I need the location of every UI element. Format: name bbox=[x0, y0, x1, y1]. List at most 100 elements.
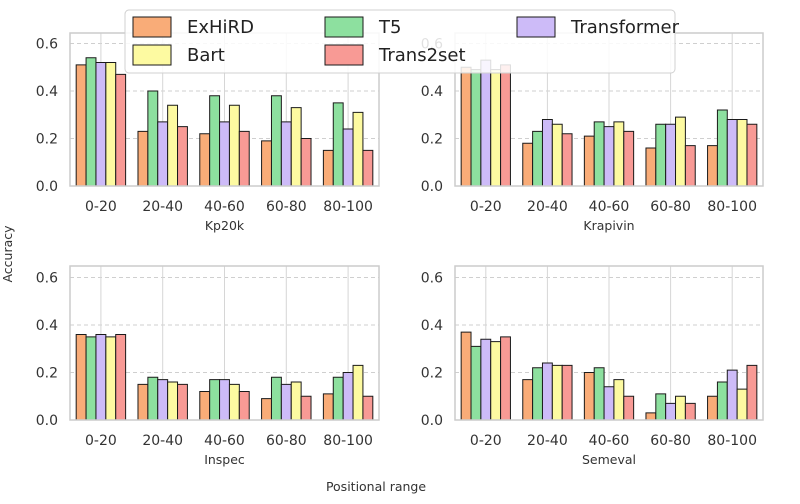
bar bbox=[280, 383, 292, 421]
subplot-title: Kp20k bbox=[205, 218, 245, 233]
legend-swatch bbox=[324, 44, 364, 66]
bar bbox=[115, 73, 127, 187]
y-tick-label: 0.0 bbox=[36, 413, 58, 429]
legend-label: Trans2set bbox=[378, 45, 466, 66]
legend-label: Bart bbox=[187, 45, 225, 66]
bar bbox=[746, 364, 758, 421]
y-tick-label: 0.4 bbox=[36, 318, 58, 334]
bar bbox=[613, 379, 625, 421]
y-tick-label: 0.4 bbox=[421, 84, 443, 100]
bar bbox=[480, 338, 492, 421]
y-tick-label: 0.2 bbox=[36, 132, 58, 148]
subplot-title: Krapivin bbox=[583, 218, 634, 233]
bar bbox=[95, 62, 107, 187]
legend-label: T5 bbox=[378, 17, 401, 38]
subplot-kp20k: 0.0 0.2 0.4 0.6 0-20 20-40 40-60 60-80 80-100 Kp2… bbox=[36, 32, 380, 233]
bar bbox=[147, 90, 159, 187]
bar bbox=[561, 364, 573, 421]
y-tick-label: 0.6 bbox=[36, 37, 58, 53]
plot-frame bbox=[69, 265, 380, 421]
y-tick-label: 0.0 bbox=[421, 179, 443, 195]
x-axis-label: Positional range bbox=[326, 479, 426, 494]
bar bbox=[199, 391, 211, 421]
bar bbox=[85, 57, 97, 187]
bar bbox=[460, 66, 472, 187]
bar bbox=[300, 138, 312, 187]
bar bbox=[603, 386, 615, 421]
bar bbox=[342, 372, 354, 421]
subplot-semeval: 0.0 0.2 0.4 0.6 0-20 20-40 40-60 60-80 80-100 Sem… bbox=[421, 265, 764, 467]
bar bbox=[137, 383, 149, 421]
bar bbox=[655, 393, 667, 421]
bar bbox=[332, 376, 344, 421]
x-tick-label: 80-100 bbox=[707, 199, 757, 215]
bar bbox=[290, 107, 302, 187]
bar bbox=[726, 369, 738, 421]
bar bbox=[593, 121, 605, 187]
bar bbox=[541, 362, 553, 421]
y-tick-label: 0.0 bbox=[421, 413, 443, 429]
y-tick-label: 0.6 bbox=[36, 271, 58, 287]
x-tick-label: 40-60 bbox=[204, 433, 245, 449]
bar bbox=[551, 123, 563, 187]
bar bbox=[209, 379, 221, 421]
legend-swatch bbox=[132, 44, 172, 66]
x-tick-label: 60-80 bbox=[650, 433, 691, 449]
bar bbox=[541, 119, 553, 187]
x-tick-label: 60-80 bbox=[650, 199, 691, 215]
bar bbox=[500, 64, 511, 187]
bar bbox=[280, 121, 292, 187]
bar bbox=[522, 142, 534, 187]
y-tick-label: 0.4 bbox=[421, 318, 443, 334]
bar bbox=[684, 145, 696, 187]
bar bbox=[603, 126, 615, 187]
bar bbox=[219, 379, 230, 421]
bar bbox=[270, 376, 282, 421]
bar bbox=[645, 412, 657, 421]
bar bbox=[623, 395, 635, 421]
bar bbox=[522, 379, 534, 421]
bar bbox=[470, 69, 482, 187]
bar bbox=[362, 395, 374, 421]
bar bbox=[583, 372, 595, 421]
bar bbox=[157, 121, 169, 187]
bar bbox=[300, 395, 312, 421]
bar bbox=[655, 123, 667, 187]
legend-label: Transformer bbox=[570, 17, 680, 38]
bar bbox=[342, 128, 354, 187]
bar bbox=[270, 95, 282, 187]
bar bbox=[167, 381, 179, 421]
x-tick-label: 20-40 bbox=[527, 199, 568, 215]
bar bbox=[228, 383, 240, 421]
x-tick-label: 80-100 bbox=[323, 433, 373, 449]
subplot-title: Semeval bbox=[582, 452, 636, 467]
bar bbox=[470, 345, 482, 421]
bar bbox=[746, 123, 758, 187]
bar bbox=[532, 367, 543, 421]
y-tick-label: 0.6 bbox=[421, 271, 443, 287]
bar bbox=[613, 121, 625, 187]
bar bbox=[261, 140, 272, 187]
bar bbox=[352, 111, 364, 187]
bar bbox=[583, 135, 595, 187]
x-tick-label: 20-40 bbox=[527, 433, 568, 449]
legend-label: ExHiRD bbox=[187, 17, 254, 38]
bar bbox=[105, 336, 117, 421]
y-tick-label: 0.2 bbox=[36, 366, 58, 382]
bar bbox=[147, 376, 159, 421]
y-tick-label: 0.2 bbox=[421, 366, 443, 382]
x-tick-label: 0-20 bbox=[85, 199, 117, 215]
bar bbox=[736, 388, 748, 421]
bar bbox=[593, 367, 605, 421]
subplot-title: Inspec bbox=[204, 452, 245, 467]
x-tick-label: 0-20 bbox=[85, 433, 117, 449]
bar bbox=[228, 104, 240, 187]
y-tick-label: 0.4 bbox=[36, 84, 58, 100]
bar bbox=[115, 334, 127, 421]
bar bbox=[490, 69, 502, 187]
x-tick-label: 20-40 bbox=[142, 199, 183, 215]
bar bbox=[238, 391, 250, 421]
bar bbox=[490, 341, 502, 421]
